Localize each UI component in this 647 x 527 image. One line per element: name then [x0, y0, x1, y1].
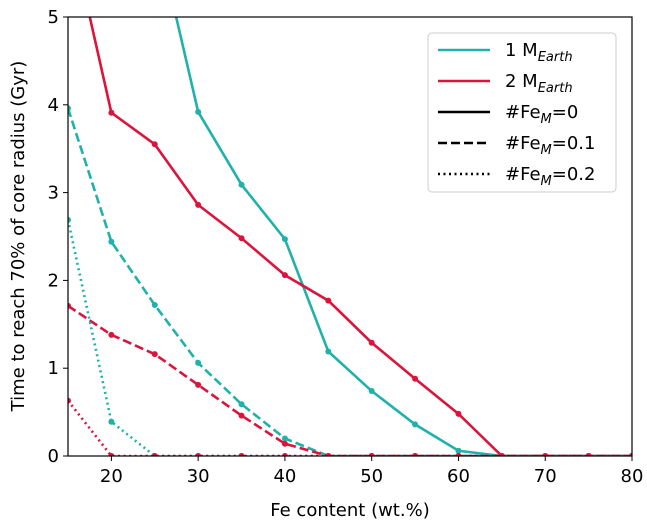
- legend-label-part: #Fe: [505, 102, 541, 123]
- legend-label-part: 1 M: [505, 40, 538, 61]
- data-point: [455, 453, 462, 456]
- data-point: [68, 397, 71, 404]
- plot-area: [68, 17, 632, 456]
- data-point: [412, 375, 419, 382]
- series-line: [88, 17, 632, 456]
- data-point: [629, 453, 632, 456]
- series-line: [68, 219, 632, 456]
- data-point: [195, 381, 202, 388]
- data-point: [281, 435, 288, 442]
- x-tick-label: 70: [534, 466, 557, 487]
- data-point: [151, 301, 158, 308]
- data-point: [195, 453, 202, 456]
- data-point: [368, 339, 375, 346]
- data-point: [325, 348, 332, 355]
- data-point: [542, 453, 549, 456]
- legend-label-part: #Fe: [505, 133, 541, 154]
- legend-label-part: Earth: [538, 81, 573, 96]
- legend-label: #FeM=0.1: [505, 133, 595, 158]
- data-point: [498, 453, 505, 456]
- y-tick-label: 4: [48, 95, 59, 116]
- x-tick-label: 20: [100, 466, 123, 487]
- legend-label-part: M: [541, 174, 552, 189]
- data-point: [325, 297, 332, 304]
- legend-label-part: Earth: [538, 50, 573, 65]
- y-tick-label: 2: [48, 270, 59, 291]
- y-axis-label: Time to reach 70% of core radius (Gyr): [8, 61, 29, 413]
- data-point: [195, 359, 202, 366]
- axes-frame: [67, 16, 633, 457]
- x-tick-label: 30: [187, 466, 210, 487]
- x-tick-label: 50: [360, 466, 383, 487]
- legend-label-part: M: [541, 143, 552, 158]
- data-point: [325, 453, 332, 456]
- legend-label-part: M: [541, 112, 552, 127]
- data-point: [151, 351, 158, 358]
- series-line: [174, 17, 632, 456]
- data-point: [108, 238, 115, 245]
- x-tick-label: 60: [447, 466, 470, 487]
- data-point: [281, 236, 288, 243]
- data-point: [412, 453, 419, 456]
- data-point: [412, 421, 419, 428]
- data-point: [151, 453, 158, 456]
- data-point: [455, 410, 462, 417]
- y-tick-label: 5: [48, 7, 59, 28]
- legend-label: #FeM=0: [505, 102, 578, 127]
- data-point: [195, 108, 202, 115]
- legend-label-part: 2 M: [505, 71, 538, 92]
- data-point: [368, 388, 375, 395]
- y-tick-label: 3: [48, 183, 59, 204]
- y-tick-label: 0: [48, 446, 59, 467]
- data-point: [281, 440, 288, 447]
- x-axis-label: Fe content (wt.%): [270, 500, 429, 521]
- legend-box: [427, 32, 617, 193]
- data-point: [238, 181, 245, 188]
- series-line: [68, 399, 632, 456]
- data-point: [68, 216, 71, 223]
- data-point: [281, 453, 288, 456]
- legend-label-part: #Fe: [505, 164, 541, 185]
- y-tick-label: 1: [48, 358, 59, 379]
- data-point: [151, 141, 158, 148]
- data-point: [68, 302, 71, 309]
- legend-label-part: =0: [552, 102, 579, 123]
- series-line: [68, 304, 632, 456]
- legend-label-part: =0.1: [552, 133, 596, 154]
- data-point: [368, 453, 375, 456]
- data-point: [281, 272, 288, 279]
- data-point: [455, 447, 462, 454]
- data-point: [195, 201, 202, 208]
- legend-label: 1 MEarth: [505, 40, 573, 65]
- legend-label: #FeM=0.2: [505, 164, 595, 189]
- data-point: [585, 453, 592, 456]
- data-point: [108, 418, 115, 425]
- data-point: [108, 331, 115, 338]
- x-tick-label: 80: [621, 466, 644, 487]
- data-point: [108, 109, 115, 116]
- x-tick-label: 40: [273, 466, 296, 487]
- legend-label: 2 MEarth: [505, 71, 573, 96]
- series-line: [68, 107, 632, 456]
- data-point: [238, 453, 245, 456]
- data-point: [238, 412, 245, 419]
- data-point: [238, 235, 245, 242]
- legend-label-part: =0.2: [552, 164, 596, 185]
- data-point: [108, 453, 115, 456]
- data-point: [238, 401, 245, 408]
- data-point: [68, 105, 71, 112]
